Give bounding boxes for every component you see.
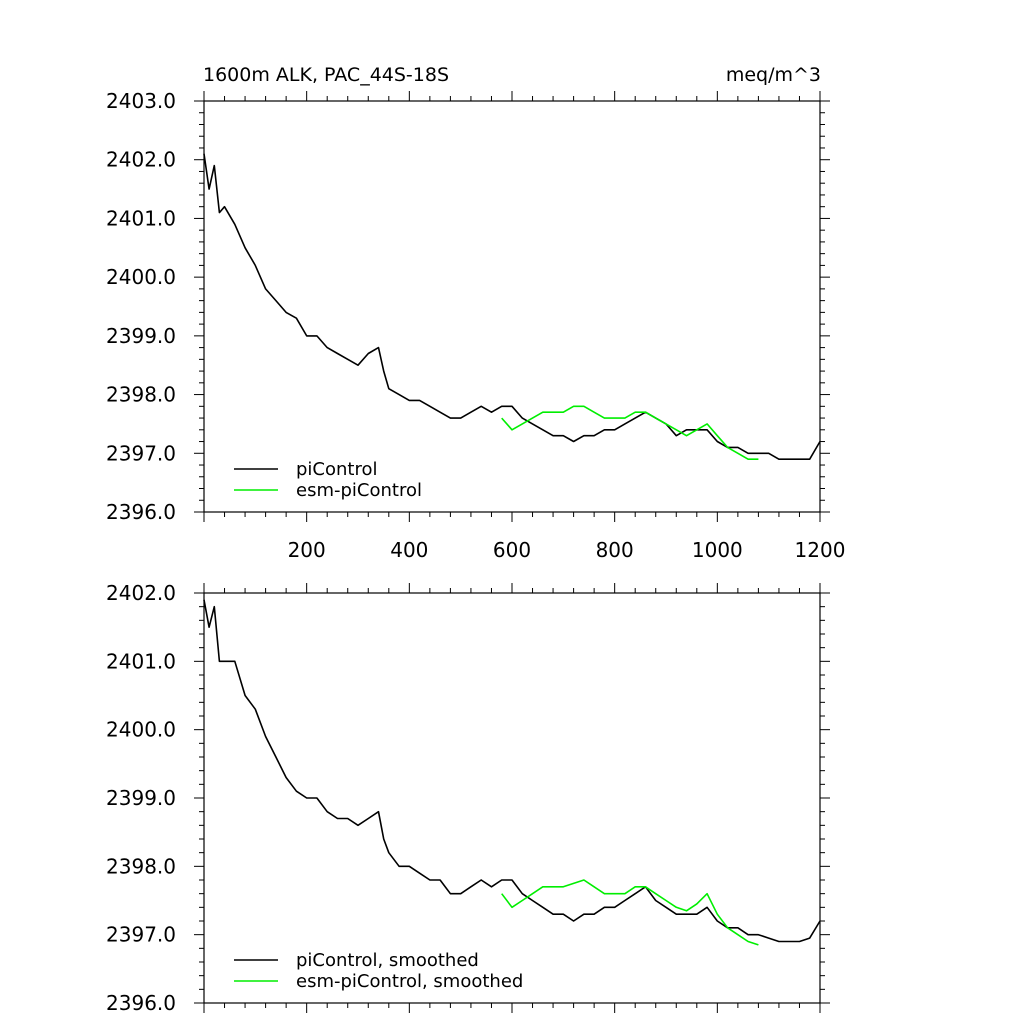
y-tick-label: 2396.0 <box>106 500 176 524</box>
legend-label: piControl, smoothed <box>296 950 479 971</box>
legend-label: esm-piControl <box>296 480 422 501</box>
y-tick-label: 2401.0 <box>106 649 176 673</box>
x-tick-label: 1000 <box>692 538 743 562</box>
y-tick-label: 2401.0 <box>106 206 176 230</box>
y-tick-label: 2396.0 <box>106 991 176 1015</box>
y-tick-label: 2402.0 <box>106 581 176 605</box>
series-line-picontrol-smoothed <box>203 599 821 943</box>
x-tick-label: 800 <box>596 538 634 562</box>
plot-frame <box>203 100 821 513</box>
y-tick-label: 2400.0 <box>106 718 176 742</box>
series-line-picontrol <box>203 153 821 461</box>
y-tick-label: 2402.0 <box>106 148 176 172</box>
series-line-esm-picontrol <box>501 405 759 461</box>
series-line-esm-picontrol-smoothed <box>501 879 759 946</box>
y-tick-label: 2398.0 <box>106 854 176 878</box>
y-tick-label: 2397.0 <box>106 923 176 947</box>
y-tick-label: 2397.0 <box>106 441 176 465</box>
y-tick-label: 2400.0 <box>106 265 176 289</box>
y-tick-label: 2403.0 <box>106 89 176 113</box>
y-tick-label: 2398.0 <box>106 383 176 407</box>
bottom-panel: 2396.0 2397.0 2398.0 2399.0 2400.0 2401.0 2402… <box>106 581 830 1015</box>
plot-frame <box>203 592 821 1004</box>
top-panel: 1600m ALK, PAC_44S-18S meq/m^3 2396.0 239… <box>106 64 845 562</box>
legend-label: esm-piControl, smoothed <box>296 971 523 992</box>
y-tick-label: 2399.0 <box>106 786 176 810</box>
chart-units: meq/m^3 <box>726 64 821 86</box>
x-tick-label: 1200 <box>795 538 846 562</box>
x-tick-label: 200 <box>288 538 326 562</box>
chart-title: 1600m ALK, PAC_44S-18S <box>203 64 449 86</box>
x-tick-label: 600 <box>493 538 531 562</box>
y-tick-label: 2399.0 <box>106 324 176 348</box>
x-tick-label: 400 <box>390 538 428 562</box>
legend-label: piControl <box>296 459 378 480</box>
